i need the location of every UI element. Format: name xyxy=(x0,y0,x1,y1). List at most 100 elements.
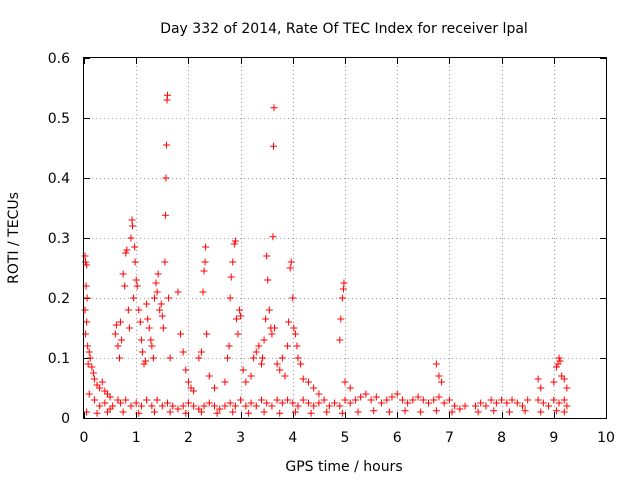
data-point xyxy=(211,402,218,410)
x-tick-label: 5 xyxy=(341,430,350,446)
data-point xyxy=(81,252,89,260)
data-point xyxy=(133,282,141,290)
data-point xyxy=(357,393,365,401)
data-point xyxy=(142,357,150,365)
data-point xyxy=(435,393,443,401)
data-point xyxy=(111,330,119,338)
y-tick-labels: 0 0.1 0.2 0.3 0.4 0.5 0.6 xyxy=(48,51,70,427)
data-point xyxy=(276,409,284,417)
data-point xyxy=(482,402,490,410)
data-point xyxy=(232,315,240,323)
data-point xyxy=(119,270,127,278)
data-point xyxy=(299,375,307,383)
x-tick-label: 0 xyxy=(80,430,89,446)
data-point xyxy=(265,306,273,314)
data-point xyxy=(404,399,412,407)
data-point xyxy=(477,399,485,407)
data-point xyxy=(152,279,160,287)
data-point xyxy=(127,402,135,410)
data-point xyxy=(161,211,169,219)
data-point xyxy=(242,402,250,410)
data-point xyxy=(487,396,495,404)
data-point xyxy=(112,321,120,329)
data-point xyxy=(237,396,245,404)
data-point xyxy=(154,270,162,278)
data-point xyxy=(269,233,277,241)
data-point xyxy=(106,393,114,401)
data-point xyxy=(291,408,299,416)
data-point xyxy=(552,407,560,415)
data-point xyxy=(304,378,312,386)
data-point xyxy=(127,234,135,242)
data-point xyxy=(236,306,244,314)
chart-title: Day 332 of 2014, Rate Of TEC Index for r… xyxy=(160,21,528,37)
data-point xyxy=(131,243,139,251)
data-point xyxy=(270,104,278,112)
data-point xyxy=(135,306,143,314)
x-tick-label: 8 xyxy=(497,430,506,446)
x-tick-label: 2 xyxy=(184,430,193,446)
data-point xyxy=(162,174,170,182)
data-point xyxy=(140,360,148,368)
data-point xyxy=(122,396,130,404)
data-point xyxy=(84,360,92,368)
data-point xyxy=(320,396,328,404)
data-point xyxy=(346,399,354,407)
data-point xyxy=(115,354,123,362)
data-point xyxy=(234,330,242,338)
data-point xyxy=(367,396,375,404)
data-point xyxy=(503,399,511,407)
data-point xyxy=(252,402,260,410)
data-point xyxy=(85,390,93,398)
data-point xyxy=(338,409,346,417)
data-point xyxy=(161,258,169,266)
data-point xyxy=(137,336,145,344)
data-point xyxy=(294,402,302,410)
data-point xyxy=(461,402,469,410)
data-point xyxy=(262,315,270,323)
x-tick-label: 1 xyxy=(132,430,141,446)
data-point xyxy=(103,408,111,416)
data-point xyxy=(150,294,158,302)
data-point xyxy=(388,393,396,401)
data-point xyxy=(205,399,213,407)
data-point xyxy=(341,396,349,404)
data-point xyxy=(293,342,301,350)
data-point xyxy=(273,396,281,404)
data-point xyxy=(315,390,323,398)
data-point xyxy=(89,369,97,377)
data-point xyxy=(98,378,106,386)
y-tick-label: 0.3 xyxy=(48,231,70,247)
data-point xyxy=(121,282,129,290)
data-point xyxy=(162,141,170,149)
data-point xyxy=(290,324,298,332)
data-point xyxy=(83,261,91,269)
data-point xyxy=(419,396,427,404)
data-point xyxy=(174,405,182,413)
data-point xyxy=(143,300,151,308)
data-point xyxy=(555,399,563,407)
data-point xyxy=(149,354,157,362)
data-point xyxy=(130,294,138,302)
data-point xyxy=(179,402,187,410)
data-point xyxy=(137,402,145,410)
data-point xyxy=(166,408,174,416)
data-point xyxy=(199,288,207,296)
data-point xyxy=(96,384,104,392)
gridlines xyxy=(84,58,606,418)
data-point xyxy=(269,142,277,150)
data-point xyxy=(252,348,260,356)
data-point xyxy=(378,399,386,407)
data-point xyxy=(264,276,272,284)
data-point xyxy=(508,396,516,404)
data-point xyxy=(200,267,208,275)
data-point xyxy=(281,372,289,380)
data-point xyxy=(90,375,98,383)
data-point xyxy=(128,216,136,224)
data-point xyxy=(336,402,344,410)
data-point xyxy=(138,348,146,356)
plot-frame xyxy=(83,57,607,419)
data-point xyxy=(560,396,568,404)
data-point xyxy=(398,396,406,404)
y-tick-label: 0.6 xyxy=(48,51,70,67)
